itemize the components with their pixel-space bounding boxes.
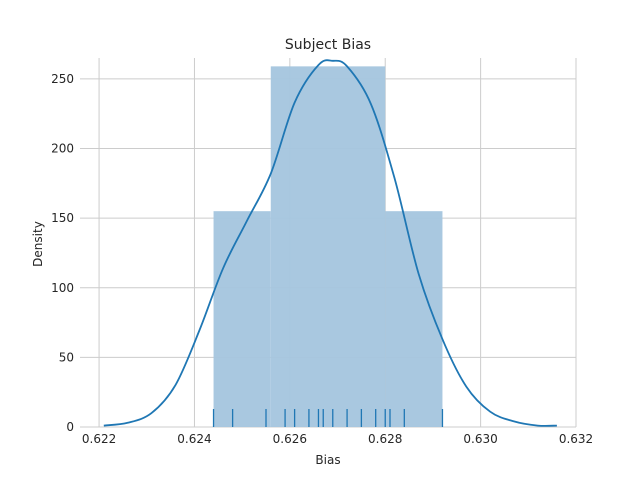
y-tick-label: 200 — [51, 142, 74, 156]
histogram-bar — [213, 211, 271, 427]
histogram-bar — [270, 66, 386, 428]
histogram-bar — [385, 211, 443, 427]
y-tick-label: 0 — [66, 420, 74, 434]
x-tick-label: 0.624 — [177, 432, 211, 446]
y-tick-label: 150 — [51, 211, 74, 225]
y-axis-label: Density — [31, 221, 45, 267]
x-tick-label: 0.626 — [273, 432, 307, 446]
x-tick-label: 0.628 — [368, 432, 402, 446]
x-axis-label: Bias — [315, 453, 340, 467]
y-tick-label: 50 — [59, 350, 74, 364]
x-tick-label: 0.622 — [82, 432, 116, 446]
rug-marks — [212, 409, 444, 427]
x-tick-label: 0.632 — [559, 432, 593, 446]
kde-curve — [103, 59, 557, 427]
chart-title: Subject Bias — [285, 37, 371, 53]
y-tick-label: 250 — [51, 72, 74, 86]
y-tick-labels: 0 50 100 150 200 250 — [51, 72, 74, 434]
y-tick-label: 100 — [51, 281, 74, 295]
x-tick-label: 0.630 — [463, 432, 497, 446]
histogram-bars — [213, 66, 443, 428]
x-tick-labels: 0.622 0.624 0.626 0.628 0.630 0.632 — [82, 432, 593, 446]
